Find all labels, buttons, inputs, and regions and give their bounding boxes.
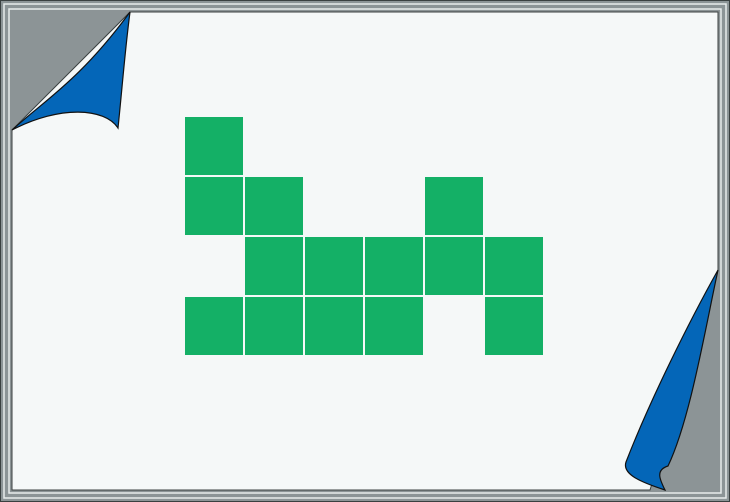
square — [305, 297, 363, 355]
square — [245, 237, 303, 295]
square — [185, 117, 243, 175]
page-curl-bottom-right — [624, 269, 719, 492]
frame-line — [8, 8, 722, 494]
square — [185, 297, 243, 355]
square — [365, 297, 423, 355]
square — [425, 177, 483, 235]
square — [365, 237, 423, 295]
square — [485, 297, 543, 355]
square — [305, 237, 363, 295]
frame-line — [3, 3, 727, 499]
square — [485, 237, 543, 295]
square — [245, 177, 303, 235]
page-curl-top-left — [11, 11, 131, 131]
squares — [185, 117, 543, 355]
square — [185, 177, 243, 235]
square — [425, 237, 483, 295]
square — [245, 297, 303, 355]
